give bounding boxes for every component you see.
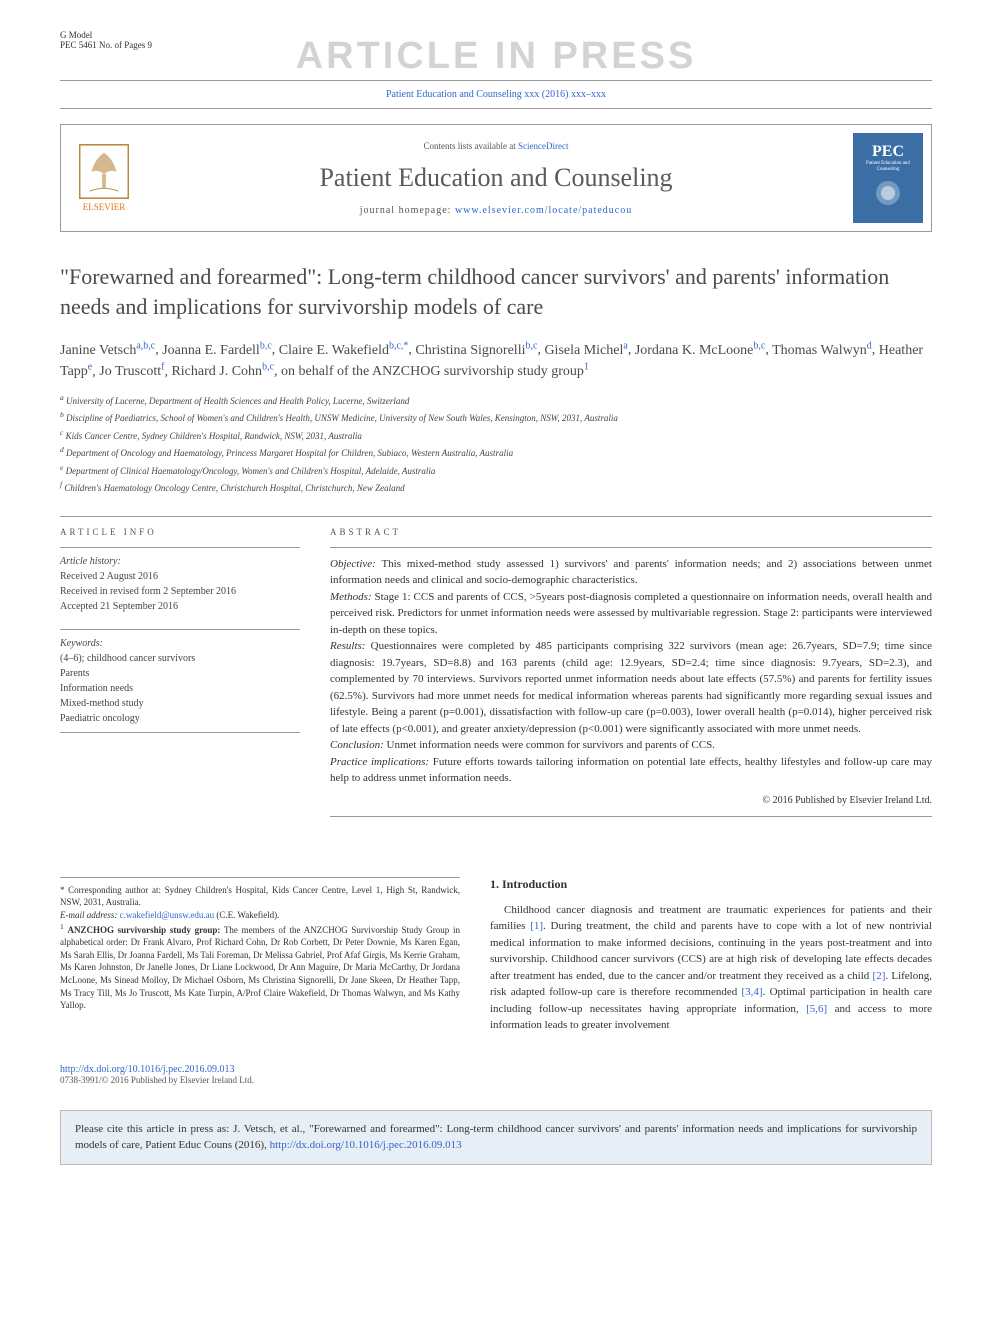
header-divider: Patient Education and Counseling xxx (20…	[60, 80, 932, 109]
affiliation: e Department of Clinical Haematology/Onc…	[60, 462, 932, 479]
ref-link[interactable]: [2]	[873, 970, 886, 982]
author-list: Janine Vetscha,b,c, Joanna E. Fardellb,c…	[60, 339, 932, 382]
homepage-label: journal homepage:	[360, 205, 455, 216]
footnotes-col: * Corresponding author at: Sydney Childr…	[60, 877, 460, 1034]
homepage-line: journal homepage: www.elsevier.com/locat…	[139, 205, 853, 216]
group-label: ANZCHOG survivorship study group:	[67, 925, 220, 935]
watermark: ARTICLE IN PRESS	[296, 35, 697, 78]
cover-subtitle: Patient Education and Counseling	[857, 161, 919, 173]
contents-line: Contents lists available at ScienceDirec…	[139, 141, 853, 151]
email-name: (C.E. Wakefield).	[214, 910, 279, 920]
abstract-copyright: © 2016 Published by Elsevier Ireland Ltd…	[330, 793, 932, 808]
keyword: (4–6); childhood cancer survivors	[60, 651, 300, 666]
journal-name: Patient Education and Counseling	[139, 163, 853, 193]
author: Gisela Michela	[544, 343, 627, 358]
cover-title: PEC	[872, 143, 904, 161]
affiliation: f Children's Haematology Oncology Centre…	[60, 479, 932, 496]
page-container: G Model PEC 5461 No. of Pages 9 ARTICLE …	[0, 0, 992, 1205]
issn-footer: 0738-3991/© 2016 Published by Elsevier I…	[60, 1075, 932, 1085]
keyword: Information needs	[60, 681, 300, 696]
keywords-list: (4–6); childhood cancer survivorsParents…	[60, 651, 300, 726]
author: Claire E. Wakefieldb,c,*	[279, 343, 409, 358]
model-id: PEC 5461 No. of Pages 9	[60, 40, 152, 50]
divider	[60, 516, 932, 517]
author: Thomas Walwynd	[772, 343, 872, 358]
abstract-text: Objective: This mixed-method study asses…	[330, 547, 932, 817]
intro-col: 1. Introduction Childhood cancer diagnos…	[490, 877, 932, 1034]
elsevier-text: ELSEVIER	[83, 202, 126, 212]
journal-cover-thumb: PEC Patient Education and Counseling	[853, 133, 923, 223]
methods-label: Methods:	[330, 591, 372, 603]
model-label-text: G Model	[60, 30, 92, 40]
ref-link[interactable]: [5,6]	[806, 1003, 827, 1015]
received: Received 2 August 2016	[60, 569, 300, 584]
author: Jordana K. McLooneb,c	[635, 343, 766, 358]
footnotes: * Corresponding author at: Sydney Childr…	[60, 877, 460, 1012]
keyword: Parents	[60, 666, 300, 681]
doi-text[interactable]: http://dx.doi.org/10.1016/j.pec.2016.09.…	[60, 1064, 235, 1075]
results-text: Questionnaires were completed by 485 par…	[330, 640, 932, 735]
ref-link[interactable]: [3,4]	[742, 986, 763, 998]
abstract-label: ABSTRACT	[330, 527, 932, 537]
journal-header-box: ELSEVIER Contents lists available at Sci…	[60, 124, 932, 232]
article-info-label: ARTICLE INFO	[60, 527, 300, 537]
affiliation: d Department of Oncology and Haematology…	[60, 444, 932, 461]
group-text: The members of the ANZCHOG Survivorship …	[60, 925, 460, 1011]
group-footnote: 1 ANZCHOG survivorship study group: The …	[60, 922, 460, 1012]
sciencedirect-link[interactable]: ScienceDirect	[518, 141, 568, 151]
author: Richard J. Cohnb,c	[171, 364, 274, 379]
affiliation: a University of Lucerne, Department of H…	[60, 392, 932, 409]
article-info-col: ARTICLE INFO Article history: Received 2…	[60, 527, 300, 817]
cite-text: Please cite this article in press as: J.…	[75, 1123, 917, 1152]
history-block: Article history: Received 2 August 2016 …	[60, 547, 300, 614]
author: Joanna E. Fardellb,c	[162, 343, 272, 358]
cite-box: Please cite this article in press as: J.…	[60, 1110, 932, 1165]
intro-paragraph: Childhood cancer diagnosis and treatment…	[490, 902, 932, 1034]
email-footnote: E-mail address: c.wakefield@unsw.edu.au …	[60, 909, 460, 922]
keywords-block: Keywords: (4–6); childhood cancer surviv…	[60, 629, 300, 733]
keyword: Paediatric oncology	[60, 711, 300, 726]
author: Janine Vetscha,b,c	[60, 343, 155, 358]
cover-graphic-icon	[863, 173, 913, 213]
homepage-link[interactable]: www.elsevier.com/locate/pateducou	[455, 205, 632, 216]
affiliation: b Discipline of Paediatrics, School of W…	[60, 409, 932, 426]
accepted: Accepted 21 September 2016	[60, 599, 300, 614]
objective-text: This mixed-method study assessed 1) surv…	[330, 558, 932, 587]
model-label: G Model PEC 5461 No. of Pages 9	[60, 30, 152, 50]
conclusion-label: Conclusion:	[330, 739, 384, 751]
keyword: Mixed-method study	[60, 696, 300, 711]
contents-text: Contents lists available at	[424, 141, 518, 151]
author: Jo Truscottf	[99, 364, 164, 379]
info-abstract-row: ARTICLE INFO Article history: Received 2…	[60, 527, 932, 817]
keywords-label: Keywords:	[60, 636, 300, 651]
journal-center: Contents lists available at ScienceDirec…	[139, 141, 853, 216]
intro-heading: 1. Introduction	[490, 877, 932, 892]
history-label: Article history:	[60, 554, 300, 569]
affiliations: a University of Lucerne, Department of H…	[60, 392, 932, 496]
email-label: E-mail address:	[60, 910, 120, 920]
citation-line: Patient Education and Counseling xxx (20…	[60, 81, 932, 108]
methods-text: Stage 1: CCS and parents of CCS, >5years…	[330, 591, 932, 636]
elsevier-tree-icon	[79, 144, 129, 199]
objective-label: Objective:	[330, 558, 376, 570]
corresponding-footnote: * Corresponding author at: Sydney Childr…	[60, 884, 460, 909]
conclusion-text: Unmet information needs were common for …	[387, 739, 715, 751]
body-row: * Corresponding author at: Sydney Childr…	[60, 877, 932, 1034]
practice-label: Practice implications:	[330, 756, 429, 768]
revised: Received in revised form 2 September 201…	[60, 584, 300, 599]
doi-link[interactable]: http://dx.doi.org/10.1016/j.pec.2016.09.…	[60, 1064, 932, 1075]
cite-link[interactable]: http://dx.doi.org/10.1016/j.pec.2016.09.…	[270, 1139, 462, 1151]
author: Christina Signorellib,c	[415, 343, 537, 358]
results-label: Results:	[330, 640, 365, 652]
elsevier-logo: ELSEVIER	[69, 136, 139, 221]
ref-link[interactable]: [1]	[530, 920, 543, 932]
abstract-col: ABSTRACT Objective: This mixed-method st…	[330, 527, 932, 817]
article-title: "Forewarned and forearmed": Long-term ch…	[60, 262, 932, 321]
email-link[interactable]: c.wakefield@unsw.edu.au	[120, 910, 214, 920]
affiliation: c Kids Cancer Centre, Sydney Children's …	[60, 427, 932, 444]
on-behalf: , on behalf of the ANZCHOG survivorship …	[274, 364, 589, 379]
